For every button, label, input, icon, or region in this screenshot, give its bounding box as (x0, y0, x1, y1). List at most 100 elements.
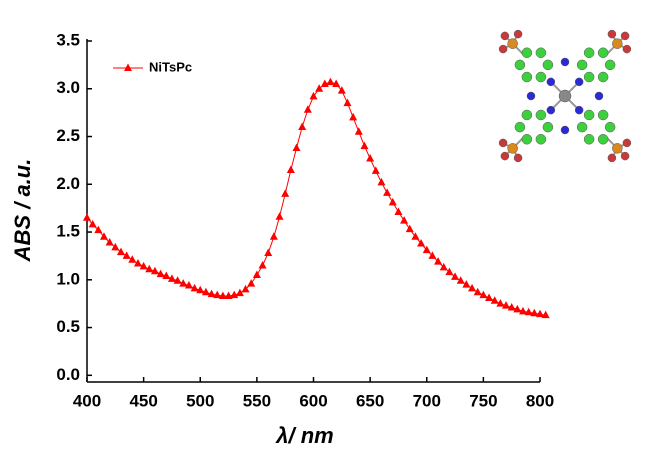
data-point (372, 166, 380, 174)
x-tick-label: 700 (413, 391, 441, 410)
atom (536, 72, 546, 82)
data-point (264, 249, 272, 257)
atom (612, 39, 622, 49)
data-point (360, 142, 368, 150)
data-point (394, 207, 402, 215)
atom (522, 110, 532, 120)
x-tick-label: 600 (299, 391, 327, 410)
data-point (326, 78, 334, 86)
chart: λ/ nm ABS / a.u. 0.0 0.5 1.0 1.5 2.0 2.5 3.0 3.… (0, 0, 645, 452)
atom (522, 72, 532, 82)
y-tick-label: 1.0 (56, 269, 80, 288)
atom (623, 139, 631, 147)
data-point (474, 288, 482, 296)
legend-label: NiTsPc (149, 59, 192, 74)
series-line (87, 82, 546, 315)
atom (577, 60, 587, 70)
data-point (123, 251, 131, 258)
atom (515, 122, 525, 132)
x-tick-label: 800 (526, 391, 554, 410)
atom (515, 60, 525, 70)
atom (612, 143, 622, 153)
data-point (83, 213, 91, 221)
atom (499, 139, 507, 147)
atom (522, 134, 532, 144)
data-point (134, 259, 142, 267)
data-point (468, 284, 476, 292)
atom (575, 78, 583, 86)
x-tick-label: 750 (469, 391, 497, 410)
atom (536, 110, 546, 120)
atom (598, 134, 608, 144)
atom (584, 110, 594, 120)
data-point (349, 113, 357, 121)
data-point (287, 165, 295, 173)
atom (584, 72, 594, 82)
atom (559, 90, 571, 102)
data-point (377, 178, 385, 186)
atom (623, 45, 631, 53)
atom (584, 134, 594, 144)
atom (608, 154, 616, 162)
data-point (293, 143, 301, 151)
x-tick-label: 650 (356, 391, 384, 410)
data-point (304, 105, 312, 113)
data-point (457, 276, 465, 284)
data-point (276, 212, 284, 220)
atom (514, 30, 522, 38)
x-tick-label: 400 (73, 391, 101, 410)
atom (527, 92, 535, 100)
atom (577, 122, 587, 132)
data-point (389, 198, 397, 206)
data-point (298, 122, 306, 130)
atom (598, 48, 608, 58)
atom (547, 106, 555, 114)
y-tick-label: 0.5 (56, 317, 80, 336)
atom (501, 152, 509, 160)
y-tick-label: 0.0 (56, 365, 80, 384)
atom (501, 32, 509, 40)
y-tick-label: 1.5 (56, 222, 80, 241)
data-point (366, 154, 374, 162)
atom (536, 134, 546, 144)
x-tick-label: 450 (129, 391, 157, 410)
x-tick-label: 500 (186, 391, 214, 410)
data-point (270, 232, 278, 240)
data-point (343, 99, 351, 107)
data-point (253, 271, 261, 279)
atom (561, 126, 569, 134)
data-point (281, 189, 289, 197)
y-tick-label: 2.0 (56, 174, 80, 193)
atom (547, 78, 555, 86)
data-point (355, 127, 363, 135)
y-tick-label: 3.0 (56, 78, 80, 97)
atom (605, 60, 615, 70)
y-tick-label: 3.5 (56, 30, 80, 49)
y-axis-label: ABS / a.u. (10, 159, 35, 263)
data-point (462, 280, 470, 288)
atom (543, 60, 553, 70)
atom (608, 30, 616, 38)
atom (514, 154, 522, 162)
atom (543, 122, 553, 132)
atom (499, 45, 507, 53)
data-point (383, 188, 391, 196)
atom (561, 58, 569, 66)
y-tick-label: 2.5 (56, 126, 80, 145)
legend-marker (124, 64, 132, 72)
data-point (259, 261, 267, 269)
atom (595, 92, 603, 100)
x-tick-label: 550 (243, 391, 271, 410)
atom (508, 39, 518, 49)
molecule-illustration (499, 30, 631, 162)
atom (598, 110, 608, 120)
atom (621, 152, 629, 160)
atom (605, 122, 615, 132)
x-axis-label: λ/ nm (275, 423, 333, 448)
atom (584, 48, 594, 58)
atom (508, 143, 518, 153)
data-point (128, 255, 136, 263)
atom (598, 72, 608, 82)
atom (522, 48, 532, 58)
atom (575, 106, 583, 114)
